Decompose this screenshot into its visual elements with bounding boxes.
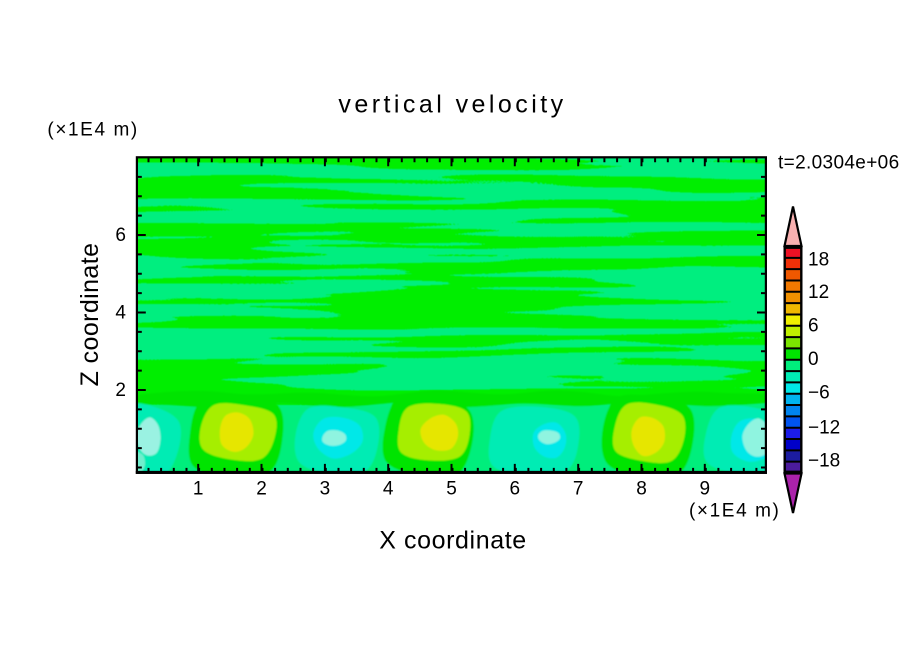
svg-text:−6: −6	[808, 383, 830, 404]
svg-text:(×1E4 m): (×1E4 m)	[47, 120, 138, 141]
svg-text:7: 7	[573, 479, 584, 500]
svg-text:4: 4	[383, 479, 394, 500]
svg-text:2: 2	[256, 479, 267, 500]
svg-text:3: 3	[320, 479, 331, 500]
svg-text:(×1E4 m): (×1E4 m)	[689, 501, 780, 522]
svg-text:6: 6	[510, 479, 521, 500]
svg-text:−18: −18	[808, 451, 840, 472]
svg-text:−12: −12	[808, 418, 840, 439]
svg-text:6: 6	[115, 225, 126, 246]
svg-text:Z coordinate: Z coordinate	[76, 243, 104, 387]
svg-text:1: 1	[193, 479, 204, 500]
svg-text:2: 2	[115, 380, 126, 401]
svg-text:8: 8	[636, 479, 647, 500]
svg-text:0: 0	[808, 349, 819, 370]
svg-text:vertical velocity: vertical velocity	[338, 91, 566, 119]
svg-text:4: 4	[115, 303, 126, 324]
svg-text:5: 5	[446, 479, 457, 500]
svg-text:12: 12	[808, 282, 829, 303]
svg-text:X coordinate: X coordinate	[379, 527, 527, 555]
svg-text:18: 18	[808, 250, 829, 271]
svg-text:9: 9	[700, 479, 711, 500]
svg-text:t=2.0304e+06: t=2.0304e+06	[778, 153, 899, 174]
svg-text:6: 6	[808, 316, 819, 337]
